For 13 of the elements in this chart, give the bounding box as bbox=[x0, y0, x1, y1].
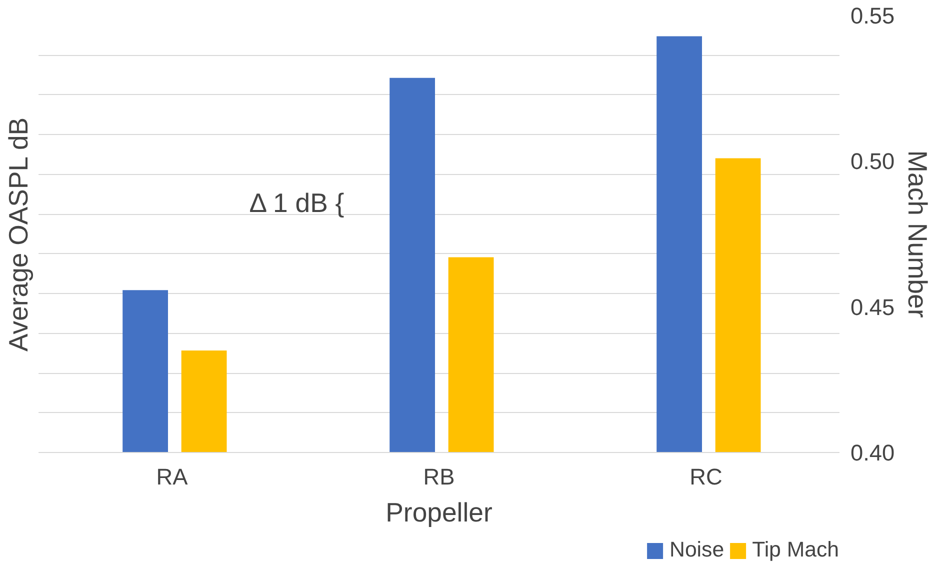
x-tick-label: RC bbox=[690, 464, 722, 490]
annotation: Δ 1 dB { bbox=[249, 188, 344, 218]
legend-label: Tip Mach bbox=[752, 538, 839, 562]
legend-label: Noise bbox=[670, 538, 724, 562]
y2-tick-label: 0.55 bbox=[850, 2, 895, 28]
x-tick-label: RA bbox=[156, 464, 189, 490]
y2-tick-label: 0.40 bbox=[850, 440, 895, 466]
y2-tick-label: 0.50 bbox=[850, 148, 895, 174]
x-axis-title: Propeller bbox=[386, 498, 492, 528]
y2-axis-title: Mach Number bbox=[902, 150, 933, 318]
x-tick-label: RB bbox=[423, 464, 455, 490]
y-axis-title: Average OASPL dB bbox=[4, 117, 34, 352]
y2-tick-label: 0.45 bbox=[850, 294, 895, 320]
